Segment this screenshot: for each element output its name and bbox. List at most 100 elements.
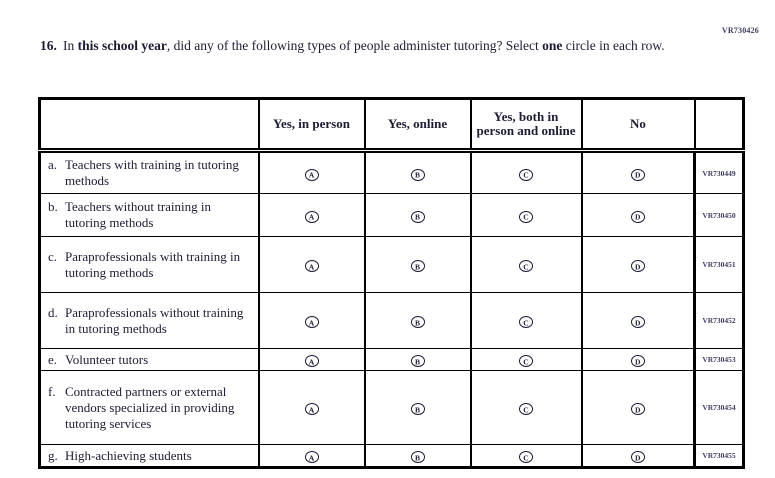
- option-cell-c: C: [469, 348, 583, 371]
- option-bubble-d[interactable]: D: [630, 260, 645, 273]
- option-bubble-c[interactable]: C: [519, 210, 533, 223]
- table-row: f. Contracted partners or external vendo…: [38, 370, 745, 445]
- option-letter-a: A: [308, 405, 315, 414]
- option-letter-a: A: [308, 318, 315, 327]
- option-cell-d: D: [580, 444, 696, 468]
- table-row: a. Teachers with training in tutoring me…: [38, 150, 745, 194]
- row-label-cell: c. Paraprofessionals with training in tu…: [38, 236, 260, 293]
- table-row: g. High-achieving students A B C D VR730…: [38, 444, 745, 468]
- table-row: c. Paraprofessionals with training in tu…: [38, 236, 745, 293]
- option-cell-a: A: [257, 236, 366, 293]
- option-letter-b: B: [414, 453, 420, 462]
- response-grid: Yes, in person Yes, online Yes, both in …: [38, 97, 745, 469]
- option-bubble-b[interactable]: B: [410, 355, 425, 368]
- option-bubble-a[interactable]: A: [304, 260, 319, 273]
- option-letter-a: A: [308, 357, 315, 366]
- option-bubble-d[interactable]: D: [630, 451, 645, 464]
- option-letter-b: B: [414, 170, 420, 180]
- row-vr-code: VR730449: [693, 150, 745, 194]
- row-label: Teachers without training in tutoring me…: [65, 199, 212, 230]
- row-label-cell: g. High-achieving students: [38, 444, 260, 468]
- row-letter: b.: [48, 199, 58, 214]
- option-letter-d: D: [635, 212, 641, 222]
- option-cell-c: C: [469, 370, 583, 445]
- row-label: Paraprofessionals without training in tu…: [65, 304, 244, 336]
- option-letter-c: C: [523, 453, 529, 462]
- option-cell-c: C: [469, 444, 583, 468]
- option-bubble-d[interactable]: D: [630, 168, 645, 181]
- option-bubble-d[interactable]: D: [630, 355, 645, 368]
- row-label: Paraprofessionals with training in tutor…: [65, 248, 241, 280]
- option-bubble-d[interactable]: D: [630, 403, 645, 416]
- option-bubble-c[interactable]: C: [519, 260, 533, 273]
- option-cell-b: B: [363, 444, 472, 468]
- option-cell-c: C: [469, 292, 583, 349]
- row-letter: f.: [48, 383, 56, 399]
- option-bubble-b[interactable]: B: [410, 260, 425, 273]
- option-bubble-a[interactable]: A: [304, 168, 319, 181]
- row-letter: g.: [48, 447, 58, 463]
- option-cell-d: D: [580, 150, 696, 194]
- option-bubble-a[interactable]: A: [304, 316, 319, 329]
- option-cell-c: C: [469, 236, 583, 293]
- question-text: In this school year, did any of the foll…: [63, 38, 665, 53]
- option-letter-b: B: [414, 262, 420, 271]
- row-letter: c.: [48, 248, 58, 264]
- question-block: 16. In this school year, did any of the f…: [40, 37, 666, 54]
- option-bubble-c[interactable]: C: [519, 403, 533, 416]
- option-bubble-b[interactable]: B: [410, 403, 425, 416]
- header-no: No: [580, 98, 696, 153]
- option-bubble-d[interactable]: D: [630, 210, 645, 223]
- option-bubble-a[interactable]: A: [304, 451, 319, 464]
- row-label-cell: e. Volunteer tutors: [38, 348, 260, 371]
- option-bubble-a[interactable]: A: [304, 210, 319, 223]
- row-letter: e.: [48, 351, 58, 367]
- option-letter-c: C: [523, 212, 529, 222]
- option-letter-d: D: [635, 262, 641, 271]
- option-cell-c: C: [469, 193, 583, 237]
- option-bubble-c[interactable]: C: [519, 316, 533, 329]
- row-vr-code: VR730450: [693, 193, 745, 237]
- page-vr-code: VR730426: [721, 26, 759, 35]
- option-cell-b: B: [363, 292, 472, 349]
- header-yes-in-person: Yes, in person: [257, 98, 366, 153]
- option-cell-b: B: [363, 150, 472, 194]
- header-yes-both: Yes, both in person and online: [469, 98, 583, 153]
- table-row: e. Volunteer tutors A B C D VR730453: [38, 348, 745, 371]
- option-letter-c: C: [523, 357, 529, 366]
- option-bubble-b[interactable]: B: [410, 316, 425, 329]
- option-cell-b: B: [363, 236, 472, 293]
- option-bubble-b[interactable]: B: [410, 210, 425, 223]
- option-bubble-b[interactable]: B: [410, 451, 425, 464]
- option-letter-c: C: [523, 318, 529, 327]
- header-yes-online: Yes, online: [363, 98, 472, 153]
- option-bubble-a[interactable]: A: [304, 355, 319, 368]
- option-bubble-c[interactable]: C: [519, 168, 533, 181]
- option-bubble-d[interactable]: D: [630, 316, 645, 329]
- option-letter-c: C: [523, 170, 529, 180]
- option-letter-b: B: [414, 405, 420, 414]
- option-letter-a: A: [308, 170, 315, 180]
- option-cell-a: A: [257, 193, 366, 237]
- option-letter-c: C: [523, 405, 529, 414]
- option-letter-a: A: [308, 453, 315, 462]
- option-cell-c: C: [469, 150, 583, 194]
- option-letter-b: B: [414, 318, 420, 327]
- table-row: b. Teachers without training in tutoring…: [38, 193, 745, 237]
- option-cell-b: B: [363, 348, 472, 371]
- option-bubble-b[interactable]: B: [410, 168, 425, 181]
- option-bubble-c[interactable]: C: [519, 355, 533, 368]
- option-cell-d: D: [580, 292, 696, 349]
- option-bubble-a[interactable]: A: [304, 403, 319, 416]
- option-bubble-c[interactable]: C: [519, 451, 533, 464]
- row-label: Contracted partners or external vendors …: [65, 383, 235, 431]
- table-row: d. Paraprofessionals without training in…: [38, 292, 745, 349]
- option-letter-a: A: [308, 212, 315, 222]
- row-label: High-achieving students: [65, 447, 192, 463]
- option-letter-a: A: [308, 262, 315, 271]
- header-blank-cell: [38, 98, 260, 153]
- option-cell-d: D: [580, 370, 696, 445]
- row-vr-code: VR730455: [693, 444, 745, 468]
- option-cell-d: D: [580, 348, 696, 371]
- option-cell-d: D: [580, 193, 696, 237]
